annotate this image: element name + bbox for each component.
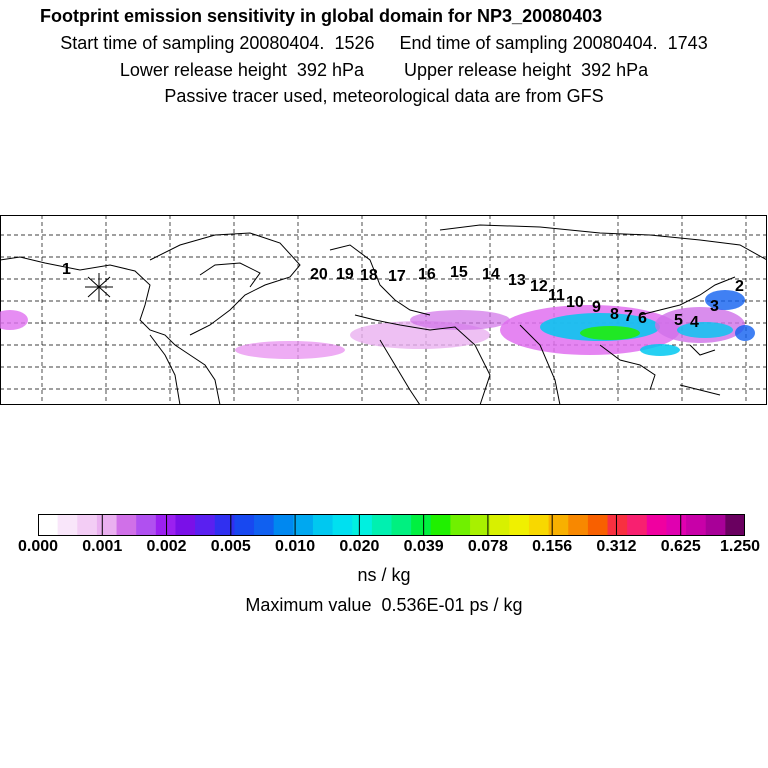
traj-label: 1 (62, 261, 71, 278)
colorbar-cell (155, 514, 176, 536)
colorbar-cell (234, 514, 255, 536)
traj-label: 14 (482, 266, 500, 283)
traj-label: 9 (592, 299, 601, 316)
colorbar-cell (450, 514, 471, 536)
footprint-map: 1 2 3 4 5 6 7 8 9 10 11 12 13 14 15 16 1… (0, 215, 767, 405)
traj-label: 12 (530, 278, 548, 295)
colorbar-cell (587, 514, 609, 536)
colorbar-tick-label: 0.156 (532, 538, 573, 555)
traj-label: 5 (674, 312, 683, 329)
colorbar-cell (136, 514, 157, 536)
colorbar-tick-label: 0.020 (339, 538, 380, 555)
colorbar-cell (411, 514, 432, 536)
colorbar-cell (646, 514, 667, 536)
colorbar-cell (725, 514, 745, 536)
colorbar-cell (391, 514, 412, 536)
traj-label: 15 (450, 264, 468, 281)
colorbar-cell (666, 514, 687, 536)
colorbar (38, 514, 745, 536)
traj-label: 7 (624, 308, 633, 325)
colorbar-tick-label: 0.078 (467, 538, 508, 555)
colorbar-cell (254, 514, 275, 536)
colorbar-tick-label: 0.000 (17, 538, 59, 555)
traj-label: 6 (638, 310, 647, 327)
colorbar-cell (175, 514, 196, 536)
sampling-time-line: Start time of sampling 20080404. 1526 En… (60, 33, 708, 53)
colorbar-tick-label: 0.001 (82, 538, 123, 555)
traj-label: 20 (310, 266, 328, 283)
colorbar-cell (38, 514, 59, 536)
traj-label: 13 (508, 272, 526, 289)
colorbar-tick-label: 0.312 (596, 538, 637, 555)
colorbar-tick-label: 0.039 (403, 538, 444, 555)
colorbar-cell (607, 514, 628, 536)
release-height-line: Lower release height 392 hPa Upper relea… (119, 60, 649, 80)
traj-label: 11 (548, 287, 565, 304)
colorbar-cell (489, 514, 510, 536)
colorbar-cell (430, 514, 451, 536)
colorbar-tick-label: 0.005 (210, 538, 251, 555)
colorbar-cell (371, 514, 392, 536)
colorbar-tick-label: 0.002 (146, 538, 187, 555)
colorbar-cell (627, 514, 648, 536)
colorbar-cell (509, 514, 530, 536)
traj-label: 10 (566, 294, 584, 311)
colorbar-cell (293, 514, 314, 536)
colorbar-cell (312, 514, 334, 536)
star-marker-icon (85, 273, 113, 301)
colorbar-cell (686, 514, 707, 536)
colorbar-cell (470, 514, 491, 536)
colorbar-cell (273, 514, 294, 536)
plot-title: Footprint emission sensitivity in global… (40, 6, 603, 26)
colorbar-cell (96, 514, 118, 536)
traj-label: 19 (336, 266, 354, 283)
tracer-info-line: Passive tracer used, meteorological data… (164, 86, 604, 106)
colorbar-cell (195, 514, 216, 536)
colorbar-tick-label: 0.010 (275, 538, 316, 555)
colorbar-cell (352, 514, 373, 536)
colorbar-units: ns / kg (357, 565, 411, 585)
colorbar-cell (77, 514, 98, 536)
colorbar-cell (528, 514, 550, 536)
traj-label: 17 (388, 268, 406, 285)
colorbar-cell (705, 514, 726, 536)
traj-label: 3 (710, 298, 719, 315)
colorbar-cell (214, 514, 235, 536)
colorbar-tick-label: 1.250 (719, 538, 761, 555)
traj-label: 8 (610, 306, 619, 323)
colorbar-cell (568, 514, 589, 536)
sensitivity-plume (0, 290, 755, 359)
max-value-text: Maximum value 0.536E-01 ps / kg (245, 595, 523, 615)
colorbar-cell (548, 514, 569, 536)
traj-label: 2 (735, 278, 744, 295)
colorbar-cell (332, 514, 353, 536)
colorbar-cell (116, 514, 137, 536)
traj-label: 4 (690, 314, 699, 331)
colorbar-cell (57, 514, 78, 536)
traj-label: 18 (360, 267, 378, 284)
colorbar-tick-label: 0.625 (660, 538, 701, 555)
coastlines (0, 224, 767, 405)
traj-label: 16 (418, 266, 436, 283)
map-frame (0, 215, 767, 405)
